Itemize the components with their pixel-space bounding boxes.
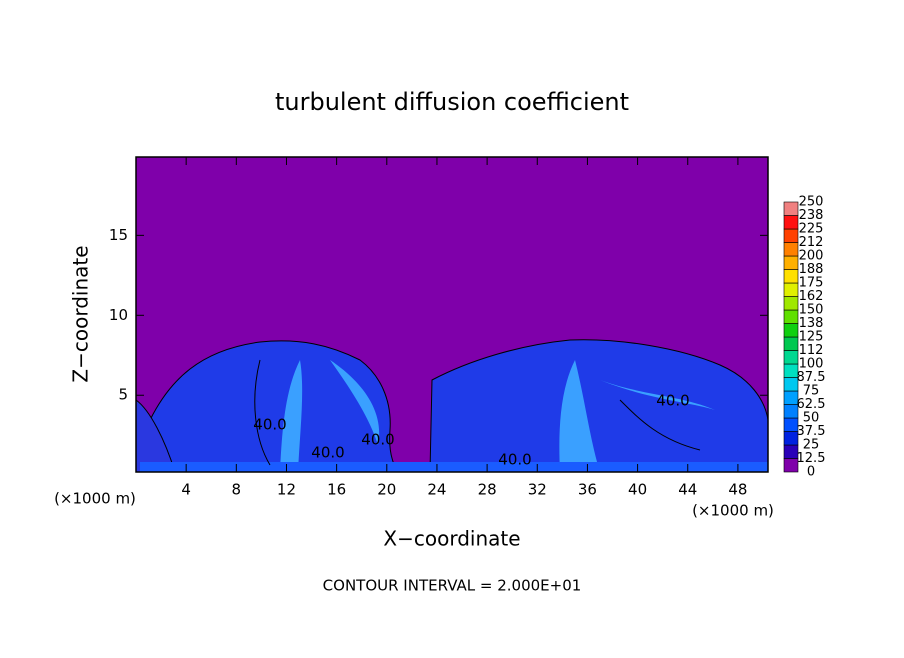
colorbar-swatch	[783, 215, 799, 230]
colorbar-label: 162	[799, 289, 824, 304]
y-tick-label: 5	[118, 386, 128, 404]
contour-label: 40.0	[361, 431, 394, 449]
colorbar-label: 175	[799, 276, 824, 291]
x-tick-label: 20	[377, 481, 396, 499]
colorbar-swatch	[783, 255, 799, 270]
colorbar-swatch	[783, 282, 799, 297]
contour-label: 40.0	[253, 416, 286, 434]
contour-label: 40.0	[311, 444, 344, 462]
colorbar-label: 200	[799, 249, 824, 264]
colorbar-swatch	[783, 201, 799, 216]
y-axis-label: Z−coordinate	[69, 245, 93, 382]
colorbar-swatch	[783, 296, 799, 311]
x-tick-label: 36	[578, 481, 597, 499]
chart-title: turbulent diffusion coefficient	[275, 88, 629, 116]
colorbar-label: 112	[799, 343, 824, 358]
colorbar-label: 0	[807, 465, 815, 480]
colorbar-label: 150	[799, 303, 824, 318]
y-tick-label: 10	[109, 306, 128, 324]
field	[135, 339, 769, 473]
colorbar-label: 62.5	[797, 397, 826, 412]
colorbar-label: 75	[803, 384, 820, 399]
x-tick-label: 4	[181, 481, 191, 499]
x-tick-label: 8	[232, 481, 242, 499]
colorbar-label: 212	[799, 235, 824, 250]
x-tick-label: 12	[277, 481, 296, 499]
colorbar-label: 138	[799, 316, 824, 331]
colorbar-label: 50	[803, 411, 820, 426]
x-tick-label: 32	[528, 481, 547, 499]
colorbar-label: 125	[799, 330, 824, 345]
x-tick-label: 44	[678, 481, 697, 499]
colorbar-label: 225	[799, 222, 824, 237]
colorbar-swatch	[783, 228, 799, 243]
y-tick-label: 15	[109, 226, 128, 244]
contour-label: 40.0	[656, 392, 689, 410]
colorbar-swatch	[783, 336, 799, 351]
colorbar-label: 238	[799, 208, 824, 223]
x-tick-label: 24	[427, 481, 446, 499]
colorbar-swatch	[783, 323, 799, 338]
colorbar-swatch	[783, 309, 799, 324]
colorbar-label: 100	[799, 357, 824, 372]
x-axis-label: X−coordinate	[383, 527, 520, 551]
contour-label: 40.0	[498, 451, 531, 469]
x-tick-label: 28	[478, 481, 497, 499]
colorbar-label: 87.5	[797, 370, 826, 385]
colorbar-label: 12.5	[797, 451, 826, 466]
colorbar-swatch	[783, 242, 799, 257]
colorbar-swatch	[783, 350, 799, 365]
x-unit: (×1000 m)	[692, 502, 774, 520]
footer: CONTOUR INTERVAL = 2.000E+01	[323, 577, 582, 595]
plot-frame	[135, 156, 769, 473]
x-tick-label: 40	[628, 481, 647, 499]
colorbar-label: 25	[803, 438, 820, 453]
colorbar-label: 188	[799, 262, 824, 277]
x-tick-label: 16	[327, 481, 346, 499]
y-unit: (×1000 m)	[54, 490, 136, 508]
colorbar-label: 37.5	[797, 424, 826, 439]
x-tick-label: 48	[728, 481, 747, 499]
colorbar-label: 250	[799, 195, 824, 210]
colorbar-swatch	[783, 269, 799, 284]
